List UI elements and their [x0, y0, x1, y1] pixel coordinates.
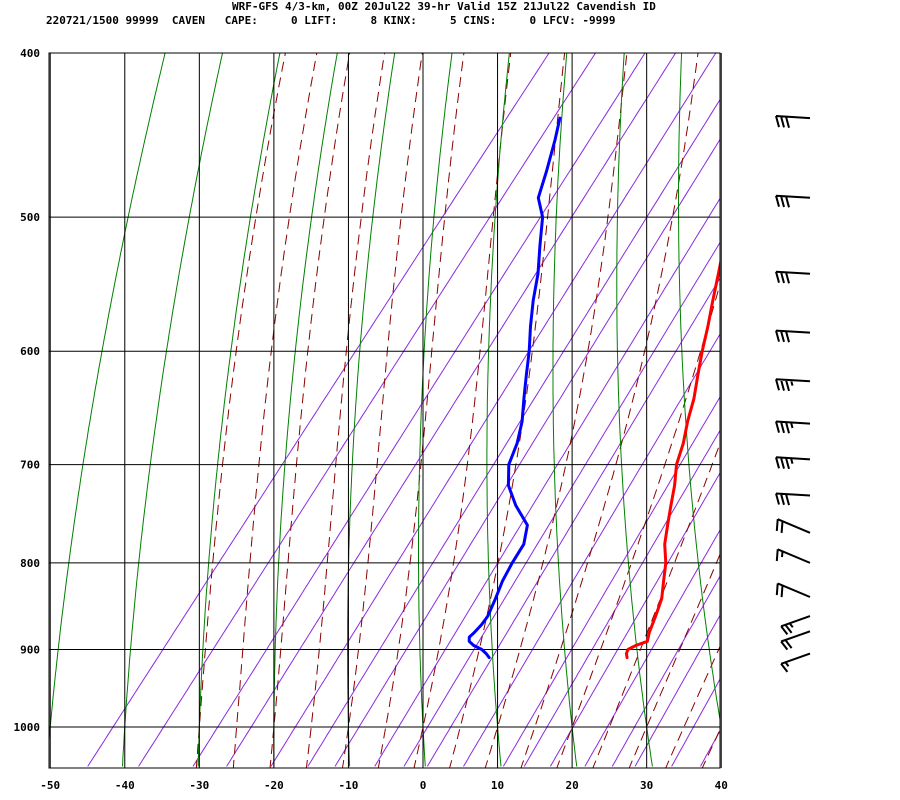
wind-barb: [780, 615, 811, 636]
dry-adiabat-line: [273, 53, 338, 767]
wind-barb: [775, 194, 811, 208]
x-tick-label: -30: [189, 779, 209, 792]
mixing-ratio-line: [523, 429, 720, 767]
moist-adiabat-line: [484, 53, 628, 768]
mixing-ratio-line: [700, 729, 720, 767]
wind-barb: [775, 548, 811, 564]
wind-barb: [775, 456, 811, 470]
dry-adiabat-line: [616, 53, 653, 767]
mixing-ratio-line: [403, 241, 720, 767]
dry-adiabat-line: [49, 53, 166, 747]
wind-barb: [775, 270, 811, 284]
dry-adiabat-line: [122, 53, 223, 767]
moist-adiabat-line: [592, 442, 720, 768]
mixing-ratio-line: [138, 53, 596, 767]
mixing-ratio-line: [584, 529, 720, 767]
wind-barb: [775, 420, 811, 434]
dry-adiabat-line: [552, 53, 578, 767]
moist-adiabat-line: [377, 53, 465, 768]
dewpoint-trace: [467, 116, 562, 660]
wind-barb: [780, 652, 811, 673]
moist-adiabat-line: [413, 53, 512, 768]
chart-title: WRF-GFS 4/3-km, 00Z 20Jul22 39-hr Valid …: [232, 0, 656, 13]
mixing-ratio-line: [611, 575, 720, 767]
moist-adiabat-line: [195, 53, 286, 768]
dry-adiabat-line: [678, 53, 720, 723]
wind-barb: [775, 115, 811, 128]
mixing-ratio-line: [549, 472, 720, 767]
y-tick-label: 800: [20, 557, 40, 570]
wind-barb: [775, 378, 811, 392]
moist-adiabat-line: [232, 53, 318, 768]
background-lines: [49, 53, 900, 768]
x-tick-label: 30: [640, 779, 653, 792]
wind-barb: [780, 630, 811, 651]
moist-adiabat-line: [520, 53, 699, 768]
mixing-ratio-line: [87, 53, 550, 767]
plot-frame: [48, 52, 721, 769]
x-tick-label: 0: [420, 779, 427, 792]
moist-adiabat-line: [305, 53, 386, 768]
mixing-ratio-line: [463, 333, 720, 767]
dry-adiabat-line: [854, 53, 900, 766]
mixing-ratio-line: [374, 197, 720, 767]
x-tick-label: -50: [40, 779, 60, 792]
dry-adiabat-line: [347, 53, 396, 767]
wind-barb: [775, 582, 811, 598]
wind-barb: [775, 492, 811, 506]
dry-adiabat-line: [486, 53, 510, 767]
mixing-ratio-line: [634, 614, 720, 767]
x-tick-label: -40: [115, 779, 135, 792]
y-tick-label: 900: [20, 643, 40, 656]
mixing-ratio-line: [226, 53, 677, 767]
moist-adiabat-line: [701, 728, 720, 768]
dry-adiabat-line: [796, 53, 879, 766]
grid: [49, 52, 722, 768]
moist-adiabat-line: [269, 53, 351, 768]
wind-barbs: [775, 115, 811, 673]
temperature-trace: [624, 258, 720, 660]
chart-header: WRF-GFS 4/3-km, 00Z 20Jul22 39-hr Valid …: [0, 0, 900, 32]
x-tick-label: -20: [264, 779, 284, 792]
profile-traces: [467, 116, 720, 660]
wind-barb: [775, 518, 811, 534]
sounding-indices: 220721/1500 99999 CAVEN CAPE: 0 LIFT: 8 …: [46, 14, 616, 27]
x-tick-label: 40: [715, 779, 728, 792]
moist-adiabat-line: [665, 645, 720, 768]
y-tick-label: 700: [20, 459, 40, 472]
mixing-ratio-line: [334, 138, 720, 767]
moist-adiabat-line: [556, 282, 720, 768]
y-tick-label: 400: [20, 47, 40, 60]
y-tick-label: 600: [20, 345, 40, 358]
mixing-ratio-line: [671, 678, 720, 767]
mixing-ratio-line: [426, 277, 720, 767]
wind-barb: [775, 329, 811, 343]
mixing-ratio-line: [192, 53, 646, 767]
moist-adiabat-line: [341, 53, 423, 768]
moist-adiabat-line: [628, 553, 720, 768]
y-tick-label: 1000: [14, 721, 41, 734]
dry-adiabat-line: [418, 53, 453, 767]
mixing-ratio-line: [307, 98, 720, 767]
mixing-ratio-line: [270, 53, 717, 767]
mixing-ratio-line: [502, 396, 720, 767]
x-tick-label: -10: [339, 779, 359, 792]
dry-adiabat-line: [197, 53, 281, 767]
x-tick-label: 20: [565, 779, 578, 792]
y-tick-label: 500: [20, 211, 40, 224]
tick-labels: -50 -40 -30 -20 -10 0 10 20 30 40 400 500 600 700 800 9…: [14, 47, 728, 792]
x-tick-label: 10: [491, 779, 504, 792]
